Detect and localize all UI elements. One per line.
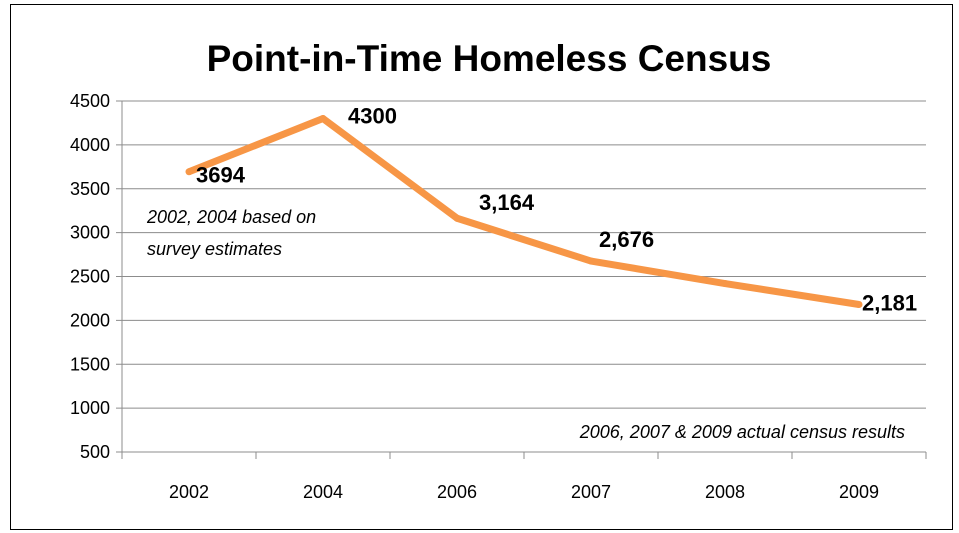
data-point-2004 [319,115,327,123]
data-label-2007: 2,676 [599,227,654,252]
annotation-1-line-0: 2006, 2007 & 2009 actual census results [579,422,905,442]
annotations: 2002, 2004 based on survey estimates 2006,… [146,207,905,442]
data-point-2002 [185,168,193,176]
line-chart: Point-in-Time Homeless Census 4500 4000 35… [70,38,927,502]
y-tick-label: 2500 [70,267,110,287]
y-tick-label: 1500 [70,354,110,374]
data-point-2007 [587,257,595,265]
data-point-2008 [721,280,729,288]
x-tick-label-2002: 2002 [169,482,209,502]
y-tick-label: 3500 [70,179,110,199]
y-tick-label: 4000 [70,135,110,155]
x-tick-label-2008: 2008 [705,482,745,502]
y-tick-label: 4500 [70,91,110,111]
data-label-2002: 3694 [196,163,246,188]
series-line-0 [187,115,860,308]
x-tick-label-2006: 2006 [437,482,477,502]
y-tick-label: 2000 [70,310,110,330]
y-tick-label: 500 [80,442,110,462]
chart-frame: Point-in-Time Homeless Census 4500 4000 35… [10,4,953,530]
data-label-2004: 4300 [348,104,397,129]
data-labels: 3694 4300 3,164 2,676 2,181 [196,104,917,316]
annotation-0-line-0: 2002, 2004 based on [146,207,316,227]
x-tick-label-2004: 2004 [303,482,343,502]
data-label-2006: 3,164 [479,190,535,215]
y-tick-label: 3000 [70,223,110,243]
chart-title: Point-in-Time Homeless Census [207,38,772,79]
axes: 4500 4000 3500 3000 2500 2000 1500 1000 500 2002 2… [70,91,927,502]
x-tick-label-2009: 2009 [839,482,879,502]
data-point-2009 [855,300,863,308]
data-label-2009: 2,181 [862,290,917,315]
annotation-0-line-1: survey estimates [147,239,282,259]
x-tick-label-2007: 2007 [571,482,611,502]
data-point-2006 [453,214,461,222]
series-area [185,115,863,308]
y-tick-label: 1000 [70,398,110,418]
